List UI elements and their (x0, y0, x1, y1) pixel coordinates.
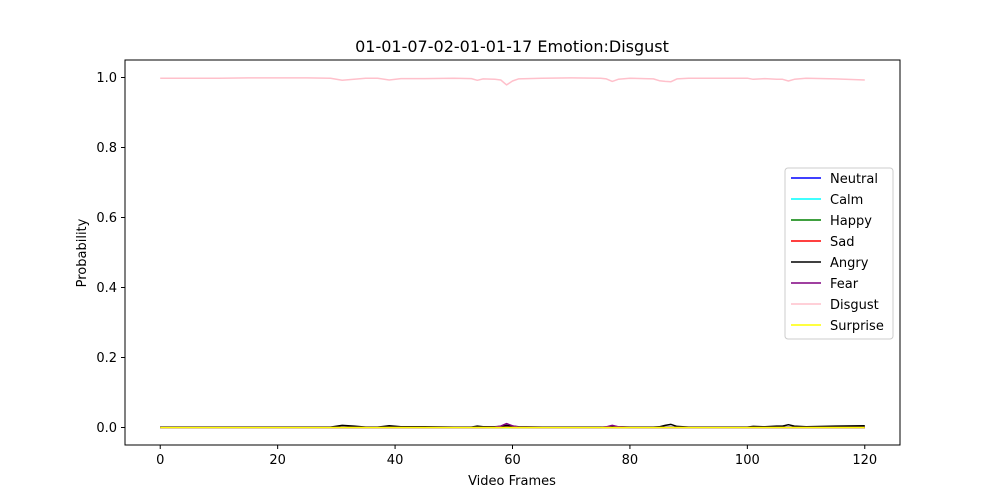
legend-label-disgust: Disgust (830, 298, 879, 313)
legend-label-calm: Calm (830, 193, 863, 208)
y-tick-label: 0.4 (96, 281, 117, 296)
legend-box (784, 167, 894, 340)
y-tick-label: 0.2 (96, 351, 117, 366)
x-tick-label: 100 (735, 453, 760, 468)
y-axis: 0.0 0.2 0.4 0.6 0.8 1.0 (96, 71, 125, 436)
legend-label-fear: Fear (830, 277, 859, 292)
legend-label-sad: Sad (830, 235, 854, 250)
legend-label-happy: Happy (830, 214, 872, 229)
series-line-disgust (160, 77, 865, 86)
series-layer (160, 77, 865, 429)
x-axis-label: Video Frames (468, 474, 556, 489)
chart-title: 01-01-07-02-01-01-17 Emotion:Disgust (355, 37, 669, 56)
x-tick-label: 0 (156, 453, 164, 468)
y-tick-label: 1.0 (96, 71, 117, 86)
x-tick-label: 120 (852, 453, 877, 468)
legend-label-angry: Angry (830, 256, 869, 271)
y-tick-label: 0.0 (96, 421, 117, 436)
y-tick-label: 0.6 (96, 211, 117, 226)
y-tick-label: 0.8 (96, 141, 117, 156)
x-tick-label: 20 (269, 453, 286, 468)
x-tick-label: 40 (387, 453, 404, 468)
x-tick-label: 60 (504, 453, 521, 468)
y-axis-label: Probability (75, 218, 90, 287)
x-tick-label: 80 (622, 453, 639, 468)
legend-label-neutral: Neutral (830, 172, 878, 187)
legend-label-surprise: Surprise (830, 319, 884, 334)
x-axis: 0 20 40 60 80 100 120 (156, 445, 877, 468)
legend: Neutral Calm Happy Sad Angry Fear Disgust Surpr… (784, 167, 894, 340)
